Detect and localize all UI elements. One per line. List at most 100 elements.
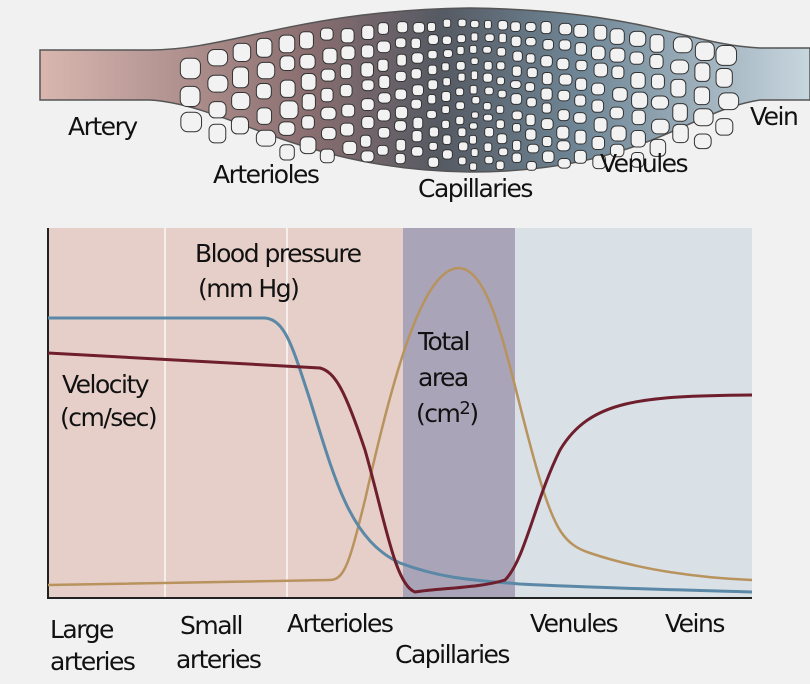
capillary-gap [672,36,693,54]
capillary-gap [360,98,375,112]
capillary-gap [256,107,273,125]
x-label-small: Small [180,611,242,640]
capillary-gap [455,61,466,71]
capillary-gap [376,144,389,156]
capillary-gap [511,152,522,163]
capillary-gap [279,144,295,161]
capillary-gap [179,85,201,107]
capillary-gap [482,72,493,83]
capillary-gap [278,34,296,54]
capillary-gap [320,27,334,41]
capillary-gap [540,87,553,101]
capillary-gap [672,123,689,144]
capillary-gap [396,21,409,34]
capillary-gap [441,119,450,130]
capillary-gap [650,73,665,90]
capillary-gap [378,74,391,90]
x-label-venules: Venules [530,609,618,638]
capillary-gap [394,152,406,165]
capillary-gap [469,19,480,29]
capillary-gap [609,47,626,63]
capillary-gap [693,86,711,106]
capillary-gap [524,22,537,32]
capillary-gap [496,61,506,71]
capillary-gap [593,24,608,41]
capillary-gap [342,140,358,156]
capillary-gap [468,134,478,145]
capillary-gap [319,148,335,164]
capillary-gap [340,45,356,61]
capillary-gap [556,125,570,140]
capillary-gap [609,106,624,120]
capillary-gap [512,50,523,62]
capillary-gap [207,48,229,67]
capillary-gap [441,90,452,103]
capillary-gap [179,57,201,80]
label-velocity: Velocity [62,370,150,399]
label-artery: Artery [68,112,138,141]
capillary-gap [670,59,690,75]
velocity-curve [47,351,753,594]
capillary-gap [510,35,522,48]
capillary-gap [484,126,495,138]
capillary-gap [427,34,439,45]
capillary-gap [412,21,426,34]
capillary-gap [394,88,408,101]
x-label-large-arteries: arteries [50,647,135,676]
capillary-gap [320,126,337,141]
capillary-gap [558,22,573,36]
capillary-gap [301,115,315,130]
label-arterioles: Arterioles [213,160,319,189]
capillary-gap [441,149,453,160]
capillary-gap [590,45,606,61]
capillary-gap [359,134,372,148]
capillary-gap [441,62,450,72]
capillary-gap [525,113,536,127]
capillary-gap [426,21,437,32]
capillary-gap [299,31,314,50]
x-label-capillaries: Capillaries [395,640,509,669]
capillary-gap [693,133,712,150]
capillary-gap [442,134,452,146]
capillary-gap [631,91,649,109]
capillary-gap [442,18,452,28]
capillary-gap [484,86,494,96]
capillary-gap [541,136,553,147]
capillary-gap [428,126,440,138]
capillary-gap [651,118,670,135]
capillary-gap [279,55,296,72]
capillary-gap [230,116,249,135]
capillary-gap [526,143,540,154]
capillary-gap [557,157,571,169]
capillary-gap [180,111,203,133]
capillary-gap [394,120,407,132]
label-area-unit: (cm2) [416,398,478,428]
capillary-gap [558,39,572,51]
capillary-gap [541,102,552,114]
capillary-gap [457,141,469,152]
capillary-gap [611,65,625,80]
capillary-gap [630,151,645,168]
capillary-gap [411,52,424,64]
capillary-gap [322,47,338,65]
capillary-gap [557,89,571,102]
capillary-gap [573,23,589,38]
capillary-gap [457,127,467,138]
capillary-gap [542,150,555,163]
capillary-gap [556,140,571,152]
label-blood-pressure: Blood pressure [195,239,362,268]
capillary-gap [650,95,670,110]
capillary-gap [649,54,664,70]
capillary-gap [526,67,538,79]
capillary-gap [231,92,251,110]
capillary-gap [609,28,625,45]
capillary-gap [471,111,479,119]
capillary-gap [411,129,423,143]
capillary-gap [509,80,522,89]
capillary-gap [575,59,588,72]
capillary-gap [470,148,479,157]
x-label-small-arteries: arteries [176,645,261,674]
capillary-gap [427,79,439,91]
capillary-gap [496,76,506,86]
capillary-gap [394,37,407,49]
